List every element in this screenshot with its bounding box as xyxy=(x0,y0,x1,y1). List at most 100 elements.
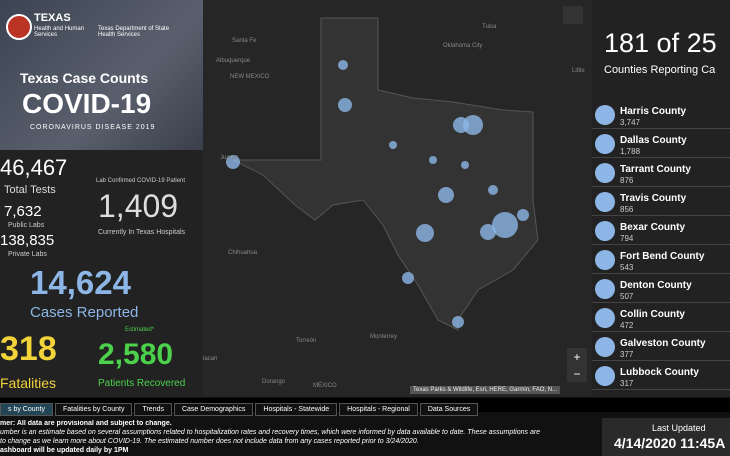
county-value: 317 xyxy=(620,379,634,388)
map-label: Oklahoma City xyxy=(443,43,483,49)
county-value: 377 xyxy=(620,350,634,359)
header: TEXAS Health and Human Services Texas De… xyxy=(0,0,203,150)
county-name: Lubbock County xyxy=(620,367,699,378)
county-name: Dallas County xyxy=(620,135,687,146)
hospital-label: Currently In Texas Hospitals xyxy=(98,229,186,236)
county-row[interactable]: Tarrant County 876 xyxy=(592,158,730,187)
covid-sub: CORONAVIRUS DISEASE 2019 xyxy=(30,124,156,131)
county-row[interactable]: Lubbock County 317 xyxy=(592,361,730,390)
cases: 14,624 xyxy=(30,264,131,301)
public-labs: 7,632 xyxy=(4,203,42,220)
zoom-out[interactable]: − xyxy=(573,367,580,381)
county-name: Travis County xyxy=(620,193,687,204)
county-icon xyxy=(595,105,615,125)
private-labs: 138,835 xyxy=(0,232,55,249)
county-name: Fort Bend County xyxy=(620,251,705,262)
footer-line: mer: All data are provisional and subjec… xyxy=(0,420,172,427)
county-value: 1,788 xyxy=(620,147,641,156)
county-icon xyxy=(595,163,615,183)
county-icon xyxy=(595,250,615,270)
county-row[interactable]: Travis County 856 xyxy=(592,187,730,216)
county-value: 507 xyxy=(620,292,634,301)
footer-line: ashboard will be updated daily by 1PM xyxy=(0,447,129,454)
total-tests-label: Total Tests xyxy=(4,184,56,196)
fatalities-label: Fatalities xyxy=(0,375,57,391)
left-panel: TEXAS Health and Human Services Texas De… xyxy=(0,0,203,397)
map-label: Monterrey xyxy=(370,334,398,340)
recovered-label: Patients Recovered xyxy=(98,378,186,389)
county-icon xyxy=(595,221,615,241)
map-label: Little xyxy=(572,68,585,74)
map-label: Torreón xyxy=(296,338,317,344)
agency-top: TEXAS xyxy=(34,12,71,24)
county-name: Collin County xyxy=(620,309,685,320)
county-row[interactable]: Denton County 507 xyxy=(592,274,730,303)
case-bubbles xyxy=(226,60,529,328)
county-value: 472 xyxy=(620,321,634,330)
covid: COVID-19 xyxy=(22,88,152,119)
map-label: Juarez xyxy=(220,155,239,161)
map-label: Tulsa xyxy=(482,24,497,30)
footer-line: umber is an estimate based on several as… xyxy=(0,429,541,436)
attribution: Texas Parks & Wildlife, Esri, HERE, Garm… xyxy=(410,386,561,394)
map-label: MÉXICO xyxy=(313,383,337,389)
updated-label: Last Updated xyxy=(652,423,706,433)
county-row[interactable]: Bexar County 794 xyxy=(592,216,730,245)
footer-line: to change as we learn more about COVID-1… xyxy=(0,438,419,445)
right-panel: 181 of 25 Counties Reporting Ca Harris C… xyxy=(592,0,730,397)
agency-sub: Health and Human Services xyxy=(34,26,85,38)
cases-label: Cases Reported xyxy=(30,304,139,321)
texas-shape xyxy=(232,17,539,331)
county-value: 794 xyxy=(620,234,634,243)
footer-text: mer: All data are provisional and subjec… xyxy=(0,420,595,456)
county-value: 876 xyxy=(620,176,634,185)
tab[interactable]: Hospitals - Regional xyxy=(339,403,418,416)
map-label: Albuquerque xyxy=(216,58,251,64)
county-name: Galveston County xyxy=(620,338,706,349)
county-name: Tarrant County xyxy=(620,164,691,175)
logo xyxy=(6,14,32,40)
tab[interactable]: Case Demographics xyxy=(173,403,254,416)
home-button[interactable] xyxy=(563,6,583,24)
county-list: Harris County 3,747 Dallas County 1,788 Tarr… xyxy=(592,100,730,397)
estimated: Estimated* xyxy=(125,327,155,333)
county-value: 543 xyxy=(620,263,634,272)
zoom-in[interactable]: + xyxy=(573,350,580,364)
county-value: 3,747 xyxy=(620,118,641,127)
county-icon xyxy=(595,192,615,212)
dept: Texas Department of State Health Service… xyxy=(98,26,170,38)
county-row[interactable]: Harris County 3,747 xyxy=(592,100,730,129)
county-icon xyxy=(595,308,615,328)
county-icon xyxy=(595,366,615,386)
map: + − xyxy=(203,0,592,397)
tab[interactable]: Hospitals - Statewide xyxy=(255,403,338,416)
county-icon xyxy=(595,134,615,154)
county-count: 181 of 25 xyxy=(604,28,717,58)
public-labs-label: Public Labs xyxy=(8,222,45,229)
tab[interactable]: Fatalities by County xyxy=(54,403,133,416)
zoom-controls[interactable] xyxy=(567,348,587,382)
tab-bar: s by County Fatalities by County Trends Cas… xyxy=(0,398,730,416)
map-label: NEW MEXICO xyxy=(230,74,270,80)
tab[interactable]: s by County xyxy=(0,403,53,416)
total-tests: 46,467 xyxy=(0,155,68,180)
private-labs-label: Private Labs xyxy=(8,251,47,258)
county-name: Harris County xyxy=(620,106,687,117)
fatalities: 318 xyxy=(0,330,57,368)
hospital-caption: Lab Confirmed COVID-19 Patient xyxy=(96,178,186,184)
map-label: Chihuahua xyxy=(228,250,258,256)
county-name: Bexar County xyxy=(620,222,686,233)
county-row[interactable]: Collin County 472 xyxy=(592,303,730,332)
county-name: Denton County xyxy=(620,280,692,291)
county-row[interactable]: Galveston County 377 xyxy=(592,332,730,361)
county-value: 856 xyxy=(620,205,634,214)
county-row[interactable]: Dallas County 1,788 xyxy=(592,129,730,158)
map-label: lacan xyxy=(203,356,218,362)
tab[interactable]: Trends xyxy=(134,403,172,416)
county-icon xyxy=(595,279,615,299)
tab[interactable]: Data Sources xyxy=(419,403,479,416)
recovered: 2,580 xyxy=(98,338,174,371)
county-row[interactable]: Fort Bend County 543 xyxy=(592,245,730,274)
